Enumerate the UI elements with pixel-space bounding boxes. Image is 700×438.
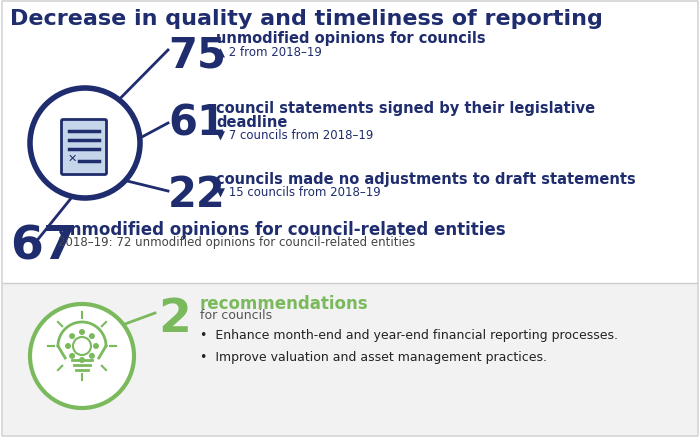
Text: council statements signed by their legislative: council statements signed by their legis…	[216, 101, 595, 116]
Text: •  Enhance month-end and year-end financial reporting processes.: • Enhance month-end and year-end financi…	[200, 328, 618, 341]
Circle shape	[30, 304, 134, 408]
Text: councils made no adjustments to draft statements: councils made no adjustments to draft st…	[216, 172, 636, 187]
Circle shape	[65, 343, 71, 349]
Circle shape	[30, 89, 140, 198]
Bar	[3, 283, 697, 435]
Text: ✕: ✕	[68, 154, 78, 164]
Text: recommendations: recommendations	[200, 294, 369, 312]
Text: deadline: deadline	[216, 115, 288, 130]
Text: •  Improve valuation and asset management practices.: • Improve valuation and asset management…	[200, 350, 547, 363]
Text: 2018–19: 72 unmodified opinions for council-related entities: 2018–19: 72 unmodified opinions for coun…	[58, 236, 415, 248]
Circle shape	[69, 353, 75, 359]
Text: Decrease in quality and timeliness of reporting: Decrease in quality and timeliness of re…	[10, 9, 603, 29]
Text: 67: 67	[10, 223, 76, 268]
Circle shape	[79, 357, 85, 363]
Text: 2: 2	[158, 297, 191, 341]
Circle shape	[89, 333, 95, 339]
Text: 61: 61	[168, 103, 226, 145]
Text: 75: 75	[168, 34, 226, 76]
Text: ▼ 15 councils from 2018–19: ▼ 15 councils from 2018–19	[216, 186, 381, 198]
Circle shape	[79, 329, 85, 335]
Text: for councils: for councils	[200, 308, 272, 321]
Circle shape	[69, 333, 75, 339]
FancyBboxPatch shape	[62, 120, 106, 175]
Text: 22: 22	[168, 173, 225, 215]
Circle shape	[93, 343, 99, 349]
Text: ▼ 7 councils from 2018–19: ▼ 7 councils from 2018–19	[216, 129, 373, 141]
Text: unmodified opinions for council-related entities: unmodified opinions for council-related …	[58, 220, 505, 238]
Circle shape	[89, 353, 95, 359]
Text: unmodified opinions for councils: unmodified opinions for councils	[216, 31, 486, 46]
Text: ▲ 2 from 2018–19: ▲ 2 from 2018–19	[216, 46, 322, 59]
